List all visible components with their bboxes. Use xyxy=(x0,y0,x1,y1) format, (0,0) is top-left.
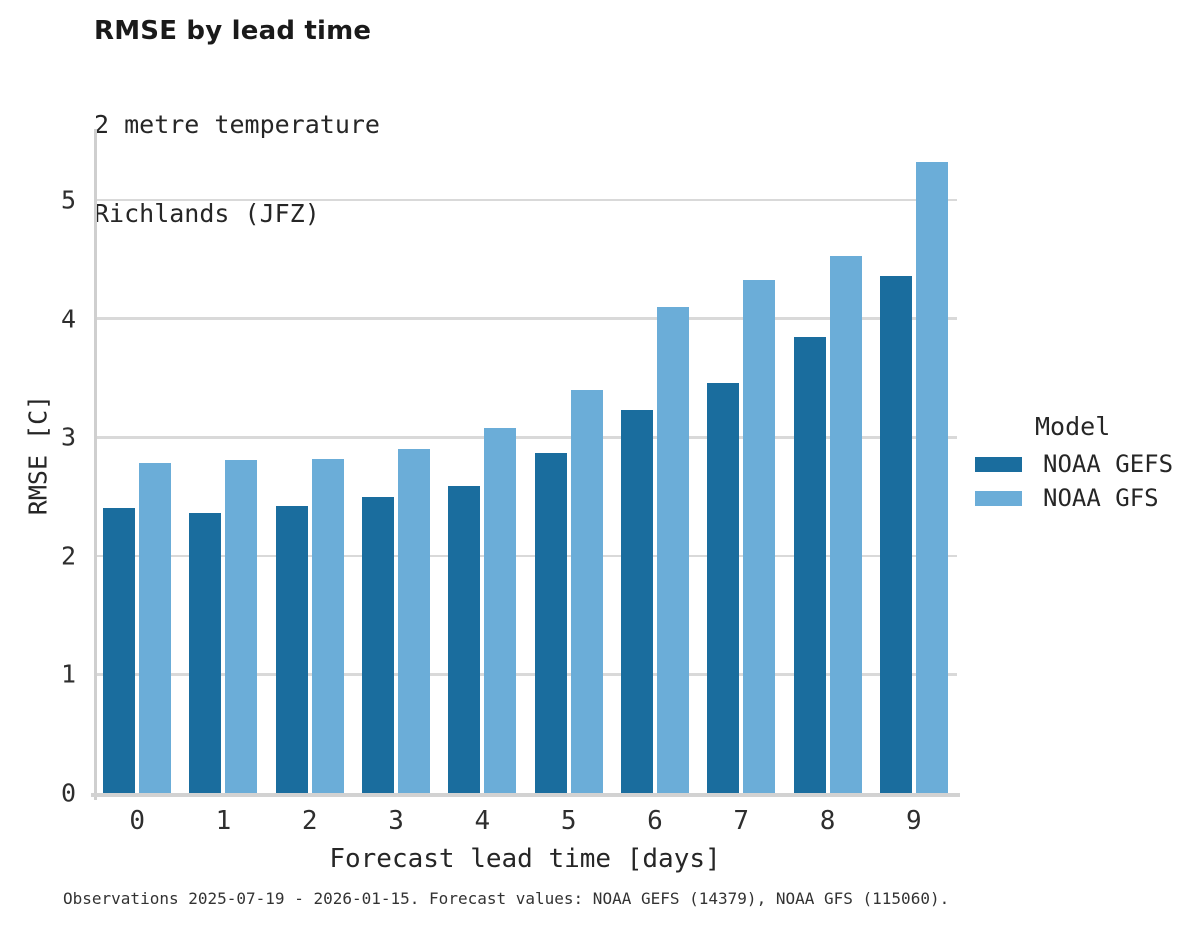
gridline-y-3 xyxy=(94,436,957,439)
legend-label: NOAA GEFS xyxy=(1043,450,1174,478)
x-tick-label-6: 6 xyxy=(647,806,663,836)
chart-subtitle-line2: Richlands (JFZ) xyxy=(94,198,320,228)
legend-entry-noaa-gfs: NOAA GFS xyxy=(975,484,1185,512)
footer-caption: Observations 2025-07-19 - 2026-01-15. Fo… xyxy=(63,889,950,908)
chart-title: RMSE by lead time xyxy=(94,16,372,46)
bar-noaa-gefs-lead-9 xyxy=(879,276,912,793)
gridline-y-2 xyxy=(94,554,957,558)
x-tick-label-2: 2 xyxy=(301,806,318,836)
bar-noaa-gefs-lead-1 xyxy=(189,513,222,793)
gridline-y-4 xyxy=(94,317,957,320)
legend: Model NOAA GEFS NOAA GFS xyxy=(975,412,1185,521)
chart-subtitle: 2 metre temperature Richlands (JFZ) xyxy=(94,51,380,287)
x-tick-label-8: 8 xyxy=(819,806,836,836)
y-tick-label-5: 5 xyxy=(60,185,76,215)
bar-noaa-gefs-lead-2 xyxy=(275,506,308,793)
gridline-y-5 xyxy=(94,198,957,202)
bar-noaa-gefs-lead-8 xyxy=(793,336,826,793)
x-tick-label-5: 5 xyxy=(560,806,577,836)
y-tick-label-3: 3 xyxy=(60,422,76,452)
y-axis-line xyxy=(94,129,97,800)
legend-swatch-icon xyxy=(975,490,1022,506)
y-tick-label-0: 0 xyxy=(60,778,76,808)
legend-title: Model xyxy=(1035,412,1111,441)
legend-entries: NOAA GEFS NOAA GFS xyxy=(975,450,1185,512)
bar-noaa-gfs-lead-3 xyxy=(398,449,431,793)
bar-noaa-gfs-lead-8 xyxy=(829,255,862,793)
y-tick-label-1: 1 xyxy=(60,659,76,689)
x-tick-label-4: 4 xyxy=(474,806,491,836)
x-tick-label-9: 9 xyxy=(906,806,922,836)
chart-subtitle-line1: 2 metre temperature xyxy=(94,110,380,139)
x-tick-label-7: 7 xyxy=(733,806,750,836)
bar-noaa-gfs-lead-7 xyxy=(743,279,776,793)
bar-noaa-gfs-lead-2 xyxy=(311,458,344,793)
bar-noaa-gefs-lead-3 xyxy=(362,496,395,793)
x-tick-label-1: 1 xyxy=(215,806,232,836)
legend-swatch-icon xyxy=(975,456,1022,472)
plot-area xyxy=(91,129,960,800)
bar-noaa-gefs-lead-5 xyxy=(534,452,567,793)
y-tick-label-2: 2 xyxy=(60,541,76,571)
y-tick-label-4: 4 xyxy=(60,304,76,334)
bar-noaa-gfs-lead-1 xyxy=(225,459,258,793)
legend-label: NOAA GFS xyxy=(1043,484,1159,512)
x-tick-label-0: 0 xyxy=(129,806,145,836)
y-axis-title: RMSE [C] xyxy=(23,394,53,516)
bar-noaa-gefs-lead-0 xyxy=(103,508,136,793)
bar-noaa-gfs-lead-9 xyxy=(915,162,948,793)
x-axis-title: Forecast lead time [days] xyxy=(329,844,721,874)
bar-noaa-gfs-lead-6 xyxy=(656,306,689,793)
bar-noaa-gfs-lead-4 xyxy=(484,427,517,793)
bar-noaa-gfs-lead-5 xyxy=(570,389,603,793)
legend-entry-noaa-gefs: NOAA GEFS xyxy=(975,450,1185,478)
gridline-y-1 xyxy=(94,673,957,676)
bar-noaa-gfs-lead-0 xyxy=(139,463,172,793)
bar-noaa-gefs-lead-6 xyxy=(620,410,653,793)
x-tick-label-3: 3 xyxy=(388,806,404,836)
x-axis-line xyxy=(91,793,960,797)
bar-noaa-gefs-lead-4 xyxy=(448,485,481,793)
bar-noaa-gefs-lead-7 xyxy=(707,382,740,793)
